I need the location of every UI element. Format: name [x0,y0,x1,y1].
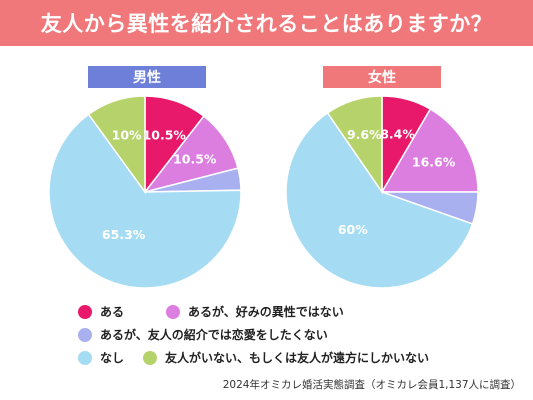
legend-label: ある [100,305,125,319]
page-title: 友人から異性を紹介されることはありますか？ [40,12,493,36]
male-slice-4 [87,95,146,195]
legend-label: あるが、友人の紹介では恋愛をしたくない [100,328,328,342]
female-slice-label-3: 60% [338,222,368,237]
legend-item-aru: ある [78,303,124,320]
female-slice-1 [380,108,479,193]
male-slice-label-1: 10.5% [173,151,217,166]
male-slice-3 [48,113,242,289]
male-pie-chart: 10.5% 10.5% 65.3% 10% [48,95,242,289]
female-slice-3 [285,111,474,289]
legend-swatch [78,350,92,365]
legend-item-not-my-type: あるが、好みの異性ではない [166,303,344,320]
male-slice-label-3: 65.3% [102,227,146,242]
female-slice-label-0: 8.4% [380,127,415,142]
legend-label: なし [100,351,125,365]
female-chart-title: 女性 [323,66,441,88]
title-bar: 友人から異性を紹介されることはありますか？ [0,0,533,46]
female-pie-chart: 8.4% 16.6% 60% 9.6% [285,95,479,289]
legend-swatch [166,304,180,319]
legend-item-no-romance-via-friends: あるが、友人の紹介では恋愛をしたくない [78,326,328,343]
female-slice-label-1: 16.6% [412,154,456,169]
legend-label: あるが、好みの異性ではない [188,305,344,319]
female-slice-label-4: 9.6% [347,127,382,142]
source-note: 2024年オミカレ婚活実態調査（オミカレ会員1,137人に調査） [222,379,521,391]
female-slice-4 [326,95,383,195]
male-slice-label-4: 10% [112,127,142,142]
legend-swatch [78,304,92,319]
legend-swatch [78,327,92,342]
legend-item-nashi: なし [78,349,124,366]
legend-label: 友人がいない、もしくは友人が遠方にしかいない [165,351,430,365]
legend-item-no-friends: 友人がいない、もしくは友人が遠方にしかいない [143,349,429,366]
male-chart-title: 男性 [88,66,206,88]
legend-swatch [143,350,157,365]
male-slice-label-0: 10.5% [143,128,187,143]
